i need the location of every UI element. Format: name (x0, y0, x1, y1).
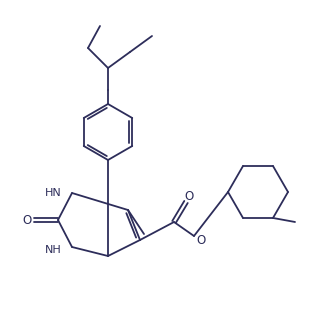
Text: O: O (184, 190, 194, 203)
Text: HN: HN (45, 188, 62, 198)
Text: O: O (22, 213, 32, 226)
Text: NH: NH (45, 245, 62, 255)
Text: O: O (196, 233, 206, 247)
